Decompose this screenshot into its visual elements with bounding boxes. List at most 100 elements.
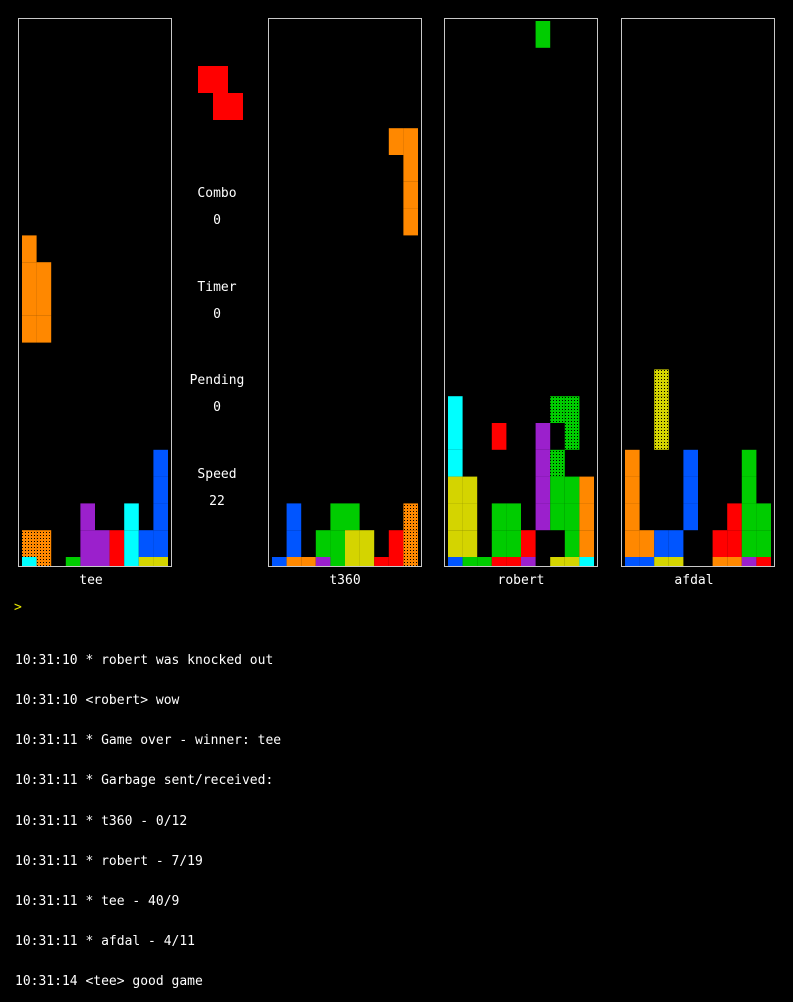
chat-log-line: 10:31:11 * robert - 7/19 bbox=[15, 853, 203, 869]
tetromino-block bbox=[564, 396, 580, 423]
next-piece-block bbox=[228, 93, 243, 120]
tetromino-block bbox=[564, 557, 580, 566]
tetromino-block bbox=[535, 423, 551, 450]
tetromino-block bbox=[668, 530, 684, 557]
tetromino-block bbox=[315, 530, 331, 557]
tetromino-block bbox=[639, 530, 655, 557]
board-grid-tee bbox=[22, 235, 168, 566]
tetromino-block bbox=[345, 503, 360, 531]
tetromino-block bbox=[741, 449, 757, 477]
tetromino-block bbox=[756, 557, 771, 566]
tetromino-block bbox=[22, 557, 37, 566]
tetromino-block bbox=[535, 476, 551, 504]
tetromino-block bbox=[403, 181, 418, 209]
pending-label: Pending bbox=[189, 373, 245, 388]
player-name-t360: t360 bbox=[329, 573, 361, 588]
tetromino-block bbox=[550, 396, 565, 423]
tetromino-block bbox=[448, 530, 463, 557]
tetromino-block bbox=[550, 476, 565, 504]
tetromino-block bbox=[462, 503, 478, 531]
tetromino-block bbox=[727, 503, 742, 531]
tetromino-block bbox=[579, 530, 594, 557]
tetromino-block bbox=[654, 369, 669, 397]
tetromino-block bbox=[403, 155, 418, 182]
tetromino-block bbox=[625, 503, 640, 531]
tetromino-block bbox=[388, 128, 404, 155]
tetromino-block bbox=[550, 557, 565, 566]
tetromino-block bbox=[668, 557, 684, 566]
tetromino-block bbox=[521, 530, 536, 557]
tetromino-block bbox=[625, 449, 640, 477]
tetromino-block bbox=[506, 557, 521, 566]
chat-log-line: 10:31:11 * t360 - 0/12 bbox=[15, 813, 188, 829]
tetromino-block bbox=[654, 423, 669, 450]
player-name-afdal: afdal bbox=[674, 573, 714, 588]
tetromino-block bbox=[359, 557, 375, 566]
tetromino-block bbox=[109, 557, 125, 566]
tetromino-block bbox=[462, 557, 478, 566]
tetromino-block bbox=[286, 503, 302, 531]
tetromino-block bbox=[403, 557, 418, 566]
board-grid-afdal bbox=[625, 369, 771, 566]
tetromino-block bbox=[448, 449, 463, 477]
tetromino-block bbox=[95, 557, 110, 566]
tetromino-block bbox=[109, 530, 125, 557]
tetromino-block bbox=[756, 503, 771, 531]
next-piece-block bbox=[213, 66, 228, 93]
tetromino-block bbox=[683, 503, 698, 531]
next-piece-block bbox=[198, 66, 213, 93]
tetromino-block bbox=[654, 530, 669, 557]
tetromino-block bbox=[330, 503, 345, 531]
tetromino-block bbox=[550, 503, 565, 531]
tetromino-block bbox=[625, 530, 640, 557]
chat-log-line: 10:31:14 <tee> good game bbox=[15, 974, 203, 990]
chat-input-prompt[interactable]: > bbox=[14, 600, 22, 615]
tetromino-block bbox=[22, 235, 37, 263]
tetromino-block bbox=[36, 557, 52, 566]
tetromino-block bbox=[80, 530, 95, 557]
next-piece-preview bbox=[198, 66, 243, 120]
tetromino-block bbox=[330, 557, 345, 566]
tetromino-block bbox=[22, 530, 37, 557]
tetromino-block bbox=[535, 21, 551, 48]
tetromino-block bbox=[654, 557, 669, 566]
board-tee bbox=[18, 18, 172, 567]
tetromino-block bbox=[550, 449, 565, 477]
tetromino-block bbox=[388, 530, 404, 557]
tetromino-block bbox=[639, 557, 655, 566]
tetromino-block bbox=[36, 289, 52, 316]
tetromino-block bbox=[36, 262, 52, 289]
tetromino-block bbox=[345, 530, 360, 557]
tetromino-block bbox=[22, 315, 37, 343]
chat-log-line: 10:31:11 * Game over - winner: tee bbox=[15, 733, 282, 749]
tetromino-block bbox=[741, 557, 757, 566]
tetromino-block bbox=[579, 557, 594, 566]
tetromino-block bbox=[359, 530, 375, 557]
next-piece-block bbox=[213, 93, 228, 120]
tetromino-block bbox=[564, 503, 580, 531]
tetromino-block bbox=[153, 449, 168, 477]
tetromino-block bbox=[301, 557, 316, 566]
chat-log-line: 10:31:11 * afdal - 4/11 bbox=[15, 934, 196, 950]
tetromino-block bbox=[462, 530, 478, 557]
tetromino-block bbox=[564, 476, 580, 504]
tetromino-block bbox=[124, 503, 139, 531]
timer-value: 0 bbox=[213, 307, 221, 322]
tetromino-block bbox=[683, 449, 698, 477]
tetromino-block bbox=[448, 503, 463, 531]
tetromino-block bbox=[448, 423, 463, 450]
tetromino-block bbox=[625, 476, 640, 504]
player-name-tee: tee bbox=[79, 573, 103, 588]
speed-label: Speed bbox=[197, 467, 237, 482]
chat-log-line: 10:31:11 * tee - 40/9 bbox=[15, 894, 180, 910]
tetromino-block bbox=[654, 396, 669, 423]
tetromino-block bbox=[448, 476, 463, 504]
tetromino-block bbox=[491, 557, 507, 566]
player-name-robert: robert bbox=[497, 573, 545, 588]
tetromino-block bbox=[286, 530, 302, 557]
tetromino-block bbox=[345, 557, 360, 566]
tetromino-block bbox=[124, 530, 139, 557]
tetromino-block bbox=[491, 530, 507, 557]
tetromino-block bbox=[579, 476, 594, 504]
tetromino-block bbox=[491, 423, 507, 450]
